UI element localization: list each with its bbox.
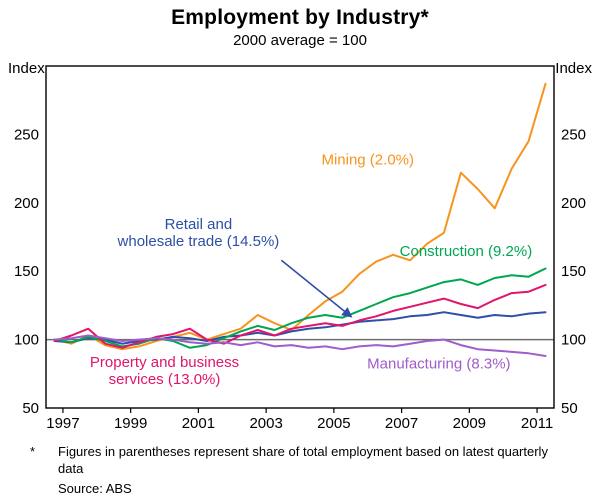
- series-line-retail-and-wholesale-trade: [53, 311, 547, 345]
- y-axis-label-left: Index: [8, 60, 45, 77]
- y-tick-label-right: 50: [561, 400, 578, 417]
- y-tick-label-right: 100: [561, 332, 586, 349]
- plot-border: [45, 65, 555, 409]
- y-tick-label-left: 200: [14, 195, 39, 212]
- source-note: Source: ABS: [58, 480, 132, 496]
- footnote: * Figures in parentheses represent share…: [0, 442, 600, 478]
- series-line-construction: [53, 267, 547, 349]
- x-tick-label: 1999: [114, 415, 147, 432]
- x-tick-label: 2011: [521, 415, 553, 432]
- y-tick-label-left: 150: [14, 263, 39, 280]
- series-label-mining: Mining (2.0%): [321, 151, 414, 168]
- footnote-text: Figures in parentheses represent share o…: [58, 444, 548, 476]
- series-label-arrow-retail-and-wholesale-trade: [280, 259, 353, 318]
- y-tick-label-left: 100: [14, 332, 39, 349]
- y-tick-label-right: 250: [561, 126, 586, 143]
- y-tick-label-left: 250: [14, 126, 39, 143]
- x-tick-label: 2003: [249, 415, 282, 432]
- x-tick-label: 2001: [182, 415, 215, 432]
- y-tick-label-right: 200: [561, 195, 586, 212]
- x-tick-label: 1997: [46, 415, 79, 432]
- chart-subtitle: 2000 average = 100: [233, 32, 367, 49]
- y-tick-label-right: 150: [561, 263, 586, 280]
- series-line-property-and-business-services: [53, 283, 547, 349]
- chart-title: Employment by Industry*: [171, 6, 429, 29]
- x-tick-label: 2009: [453, 415, 486, 432]
- y-axis-label-right: Index: [555, 60, 592, 77]
- series-label-property-and-business-services: Property and business: [90, 354, 239, 371]
- footnote-marker: *: [30, 444, 36, 459]
- series-label-retail-and-wholesale-trade: wholesale trade (14.5%): [117, 233, 280, 250]
- series-line-manufacturing: [53, 334, 547, 357]
- y-tick-label-left: 50: [22, 400, 39, 417]
- x-tick-label: 2007: [385, 415, 418, 432]
- series-label-property-and-business-services: services (13.0%): [109, 371, 221, 388]
- series-label-construction: Construction (9.2%): [400, 243, 533, 260]
- series-label-retail-and-wholesale-trade: Retail and: [165, 216, 233, 233]
- x-tick-label: 2005: [317, 415, 350, 432]
- series-line-mining: [53, 82, 547, 351]
- series-label-manufacturing: Manufacturing (8.3%): [367, 355, 510, 372]
- plot-area: Index Index Mining (2.0%) Retail and whole…: [0, 50, 600, 442]
